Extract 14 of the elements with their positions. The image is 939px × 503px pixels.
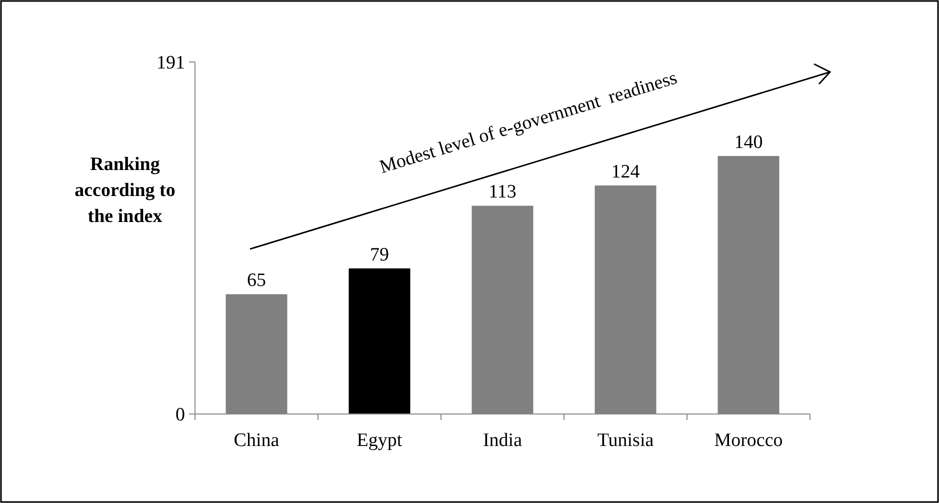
bar	[348, 268, 410, 414]
x-tick-label: China	[234, 430, 280, 451]
x-tick-label: Egypt	[356, 430, 403, 451]
data-label: 140	[734, 132, 763, 153]
x-tick-label: Morocco	[714, 430, 783, 451]
y-tick-label: 191	[156, 52, 185, 74]
data-label: 65	[247, 270, 266, 292]
y-tick-label: 0	[176, 404, 185, 426]
y-axis-title: Ranking according to the index	[74, 154, 176, 227]
data-label: 113	[488, 182, 516, 203]
x-tick-label: Tunisia	[597, 430, 654, 451]
x-tick-label: India	[482, 430, 523, 451]
data-label: 79	[370, 244, 389, 266]
data-label: 124	[611, 161, 640, 182]
